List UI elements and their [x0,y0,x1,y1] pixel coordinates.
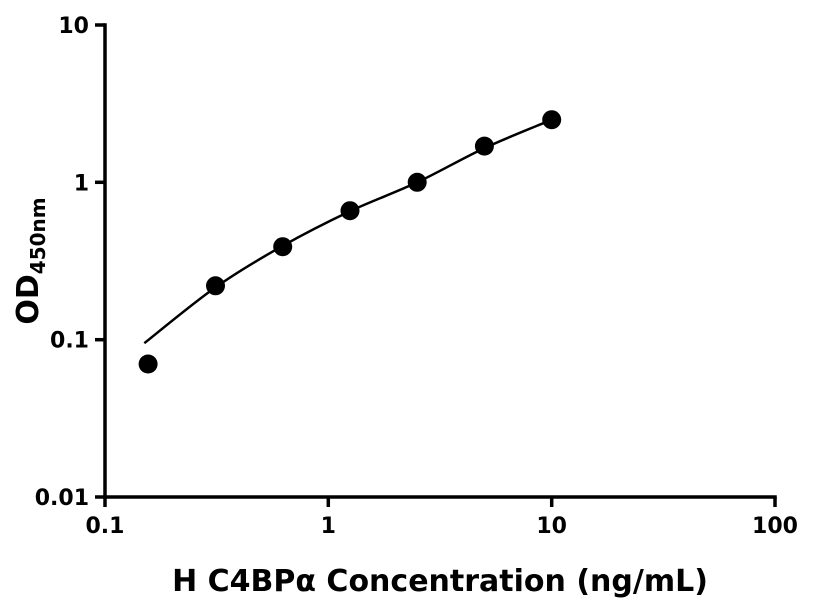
x-tick-label: 100 [752,514,798,539]
y-axis-title-main: OD [11,274,46,324]
x-axis-title: H C4BPα Concentration (ng/mL) [172,564,708,599]
x-tick-label: 1 [321,514,336,539]
standard-data-points-marker [474,136,494,156]
standard-data-points-marker [340,201,360,221]
axes: 0.1 1 10 100 0.01 0.1 1 10 [35,14,798,539]
x-tick-label: 0.1 [86,514,125,539]
y-axis-title: OD450nm [11,197,50,324]
standard-data-points-marker [273,237,293,257]
standard-data-points-marker [407,172,427,192]
standard-data-points-marker [542,110,562,130]
axis-spines [103,23,777,499]
standard-data-points-marker [206,276,225,296]
y-tick-label: 10 [58,14,89,39]
plot-series [138,110,562,374]
x-tick-label: 10 [536,514,567,539]
y-tick-label: 1 [74,171,89,196]
standard-data-points-marker [138,354,158,374]
y-tick-label: 0.1 [50,329,89,354]
y-axis-title-subscript: 450nm [26,197,50,274]
y-tick-label: 0.01 [35,486,89,511]
